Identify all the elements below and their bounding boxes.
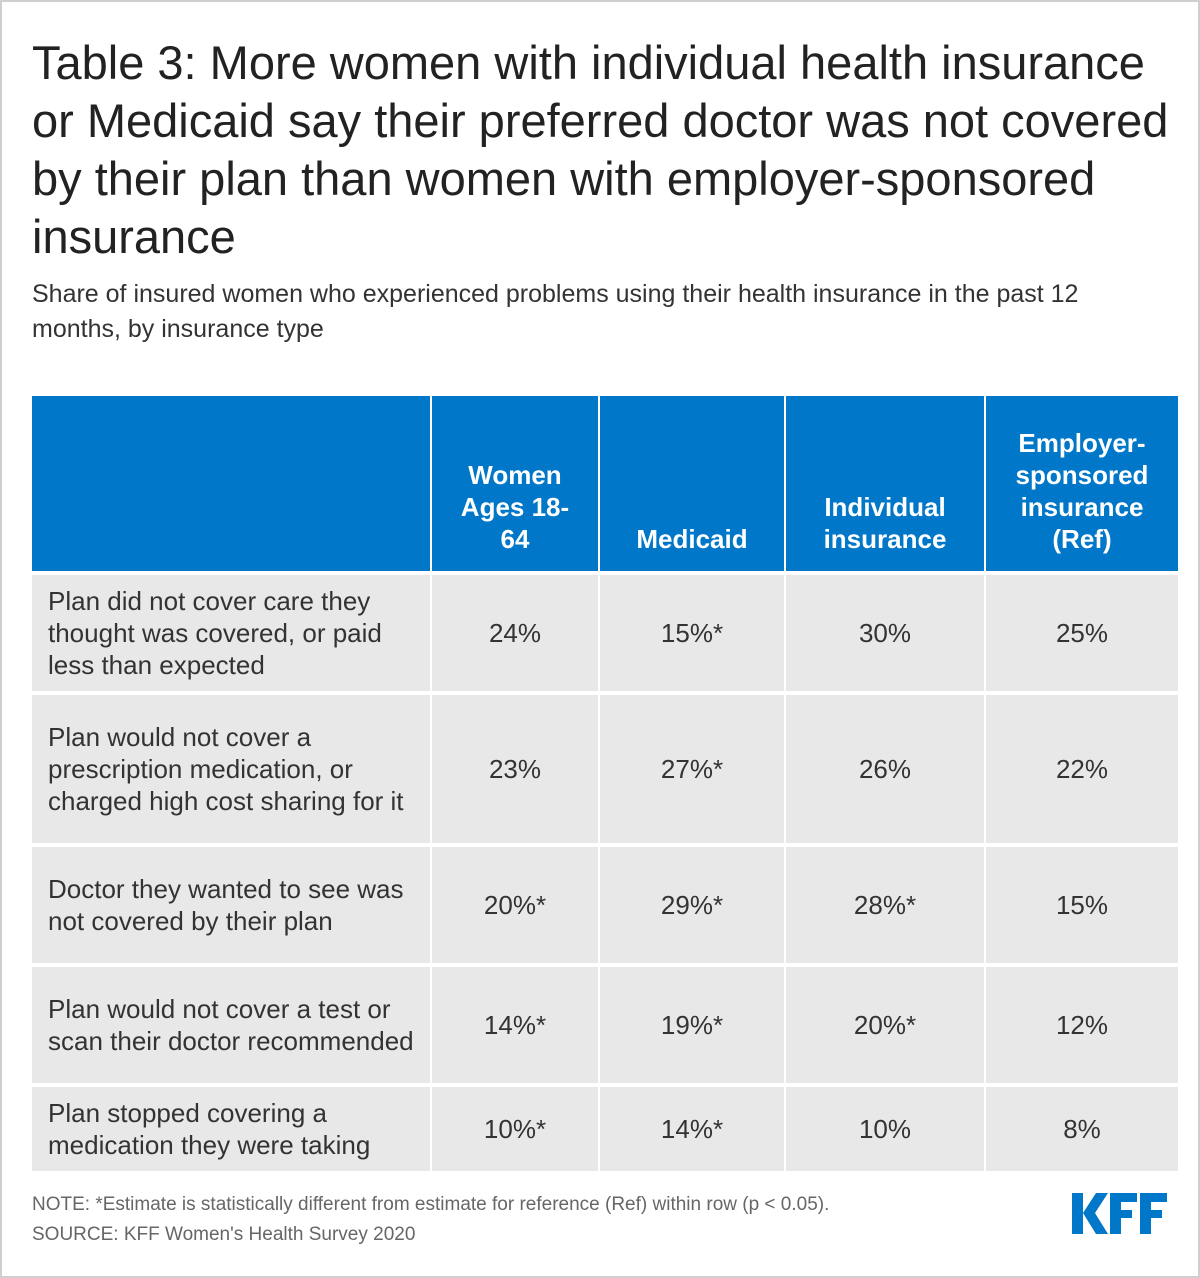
header-cell [32, 396, 430, 571]
value-cell: 15%* [600, 571, 784, 691]
value-cell: 28%* [786, 843, 984, 963]
value-cell: 23% [432, 691, 598, 843]
value-cell: 25% [986, 571, 1178, 691]
value-cell: 10%* [432, 1083, 598, 1171]
page-title: Table 3: More women with individual heal… [32, 36, 1169, 263]
value-cell: 19%* [600, 963, 784, 1083]
value-cell: 22% [986, 691, 1178, 843]
header-employer: Employer-sponsored insurance (Ref) [1015, 428, 1149, 554]
table-row: Plan would not cover a prescription medi… [32, 691, 1178, 843]
header-cell: Medicaid [600, 396, 784, 571]
row-label: Plan stopped covering a medication they … [32, 1083, 430, 1171]
value-cell: 12% [986, 963, 1178, 1083]
table-row: Plan did not cover care they thought was… [32, 571, 1178, 691]
value-cell: 27%* [600, 691, 784, 843]
value-cell: 29%* [600, 843, 784, 963]
table-row: Plan would not cover a test or scan thei… [32, 963, 1178, 1083]
value-cell: 20%* [432, 843, 598, 963]
row-label: Plan did not cover care they thought was… [32, 571, 430, 691]
data-table: Women Ages 18-64 Medicaid Individual ins… [30, 396, 1180, 1171]
kff-logo [1072, 1193, 1167, 1234]
header-row: Women Ages 18-64 Medicaid Individual ins… [32, 396, 1178, 571]
row-label: Doctor they wanted to see was not covere… [32, 843, 430, 963]
row-label: Plan would not cover a prescription medi… [32, 691, 430, 843]
value-cell: 15% [986, 843, 1178, 963]
note-text: NOTE: *Estimate is statistically differe… [32, 1194, 830, 1215]
value-cell: 14%* [432, 963, 598, 1083]
value-cell: 24% [432, 571, 598, 691]
table-row: Doctor they wanted to see was not covere… [32, 843, 1178, 963]
value-cell: 26% [786, 691, 984, 843]
header-cell: Employer-sponsored insurance (Ref) [986, 396, 1178, 571]
row-label: Plan would not cover a test or scan thei… [32, 963, 430, 1083]
table-row: Plan stopped covering a medication they … [32, 1083, 1178, 1171]
source-text: SOURCE: KFF Women's Health Survey 2020 [32, 1224, 416, 1245]
header-individual: Individual insurance [823, 492, 947, 554]
header-cell: Individual insurance [786, 396, 984, 571]
value-cell: 8% [986, 1083, 1178, 1171]
value-cell: 14%* [600, 1083, 784, 1171]
subtitle: Share of insured women who experienced p… [32, 280, 1079, 343]
value-cell: 30% [786, 571, 984, 691]
header-women: Women Ages 18-64 [460, 460, 570, 554]
header-cell: Women Ages 18-64 [432, 396, 598, 571]
value-cell: 10% [786, 1083, 984, 1171]
footnote: NOTE: *Estimate is statistically differe… [32, 1190, 829, 1250]
value-cell: 20%* [786, 963, 984, 1083]
